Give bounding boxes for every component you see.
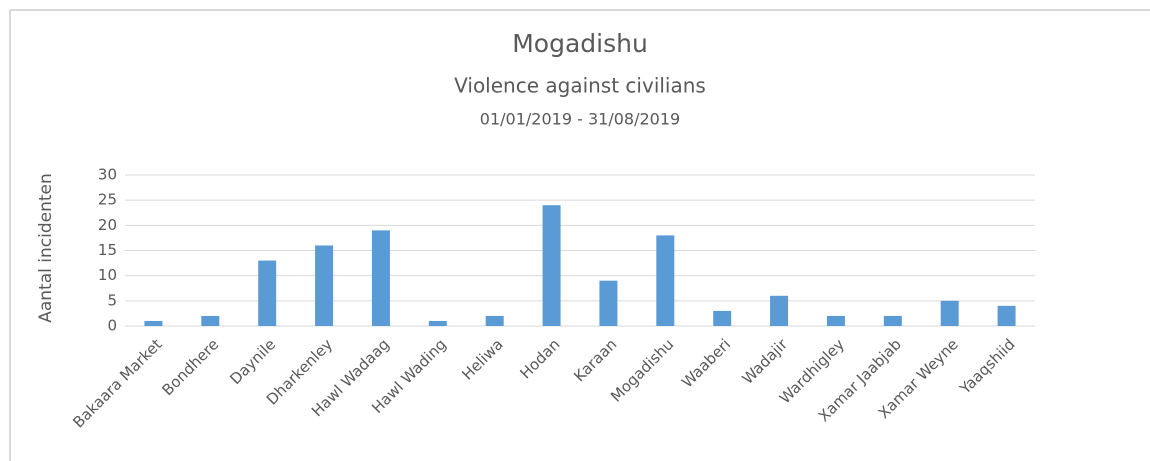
bar bbox=[258, 260, 277, 326]
bar bbox=[542, 205, 561, 326]
bar bbox=[770, 295, 789, 326]
x-tick-label: Karaan bbox=[570, 335, 620, 385]
y-tick-label: 25 bbox=[98, 191, 117, 209]
x-tick-label: Bondhere bbox=[158, 335, 222, 399]
bar bbox=[485, 315, 504, 326]
bar bbox=[713, 310, 732, 326]
bar bbox=[371, 230, 390, 326]
y-axis-label: Aantal incidenten bbox=[36, 173, 56, 323]
bar bbox=[940, 300, 959, 326]
bar bbox=[201, 315, 220, 326]
x-tick-label: Hodan bbox=[516, 335, 563, 382]
x-tick-label: Heliwa bbox=[458, 335, 506, 383]
x-tick-label: Bakaara Market bbox=[69, 335, 165, 431]
x-tick-label: Wadajir bbox=[739, 335, 792, 388]
y-tick-label: 5 bbox=[107, 291, 117, 309]
x-tick-label: Waaberi bbox=[678, 335, 734, 391]
bar bbox=[599, 280, 618, 326]
bar bbox=[826, 315, 845, 326]
bar bbox=[883, 315, 902, 326]
bar bbox=[428, 320, 447, 326]
chart-title: Mogadishu bbox=[512, 29, 648, 58]
bar bbox=[997, 305, 1016, 326]
y-tick-label: 0 bbox=[107, 317, 117, 335]
chart-subtitle: Violence against civilians bbox=[454, 74, 706, 98]
date-range: 01/01/2019 - 31/08/2019 bbox=[480, 110, 680, 129]
bar bbox=[144, 320, 163, 326]
y-tick-label: 15 bbox=[98, 241, 117, 259]
y-tick-label: 10 bbox=[98, 266, 117, 284]
bar bbox=[315, 245, 334, 326]
y-tick-label: 20 bbox=[98, 216, 117, 234]
y-tick-label: 30 bbox=[98, 166, 117, 184]
x-tick-label: Daynile bbox=[226, 335, 279, 388]
bar bbox=[656, 235, 675, 326]
x-tick-label: Yaaqshiid bbox=[956, 335, 1019, 398]
